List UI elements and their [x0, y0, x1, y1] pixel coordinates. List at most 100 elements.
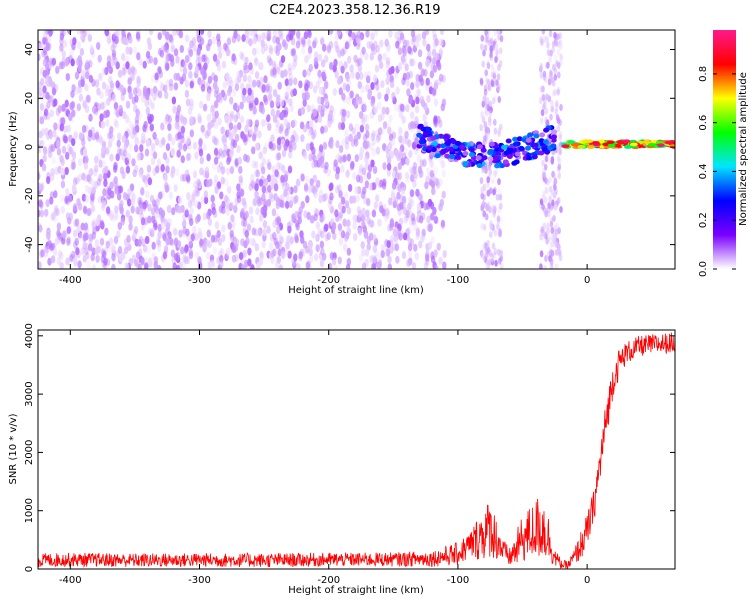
spectrogram-cell — [442, 250, 447, 258]
spectrogram-cell — [90, 192, 95, 201]
spectrogram-cell — [270, 194, 275, 203]
spectrogram-cell — [420, 68, 425, 77]
spectrogram-cell — [101, 159, 106, 168]
spectrogram-cell — [371, 137, 376, 146]
spectrogram-cell — [297, 211, 302, 220]
spectrogram-cell — [124, 141, 129, 150]
spectrogram-cell — [293, 77, 298, 86]
spectrogram-cell — [370, 43, 376, 52]
spectrogram-cell — [405, 71, 411, 80]
spectrogram-cell — [83, 222, 89, 231]
spectrogram-cell — [45, 92, 50, 100]
spectrogram-cell — [539, 36, 543, 44]
spectrogram-cell — [380, 80, 385, 89]
spectrogram-cell — [113, 118, 118, 127]
spectrogram-cell — [47, 150, 53, 159]
spectrogram-cell — [233, 205, 238, 213]
spectrogram-cell — [354, 154, 359, 163]
spectrogram-cell — [439, 30, 445, 36]
spectrogram-cell — [225, 48, 230, 57]
spectrogram-cell — [94, 155, 99, 164]
spectrogram-cell — [180, 125, 186, 134]
spectrogram-cell — [42, 85, 47, 94]
spectrogram-cell — [210, 104, 215, 113]
spectrogram-cell — [341, 92, 346, 101]
spectrogram-cell — [385, 247, 390, 255]
spectrogram-cell — [174, 253, 179, 262]
spectrogram-cell — [69, 254, 74, 263]
spectrogram-cell — [493, 248, 498, 255]
spectrogram-cell — [344, 129, 349, 138]
spectrogram-cell — [393, 234, 398, 243]
spectrogram-cell — [303, 184, 309, 193]
spectrogram-cell — [179, 45, 184, 53]
spectrogram-cell — [225, 208, 230, 217]
spectrogram-cell — [357, 81, 362, 89]
spectrogram-cell — [132, 126, 137, 135]
spectrogram-cell — [165, 237, 170, 246]
spectrogram-cell — [377, 91, 382, 100]
spectrogram-cell — [323, 192, 328, 201]
spectrogram-cell — [306, 104, 311, 113]
spectrogram-cell — [414, 39, 420, 48]
spectrogram-cell — [498, 47, 503, 55]
spectrogram-cell — [190, 193, 195, 202]
spectrogram-cell — [179, 114, 184, 123]
spectrogram-cell — [335, 45, 340, 54]
spectrogram-cell — [315, 221, 321, 230]
spectrogram-cell — [163, 174, 168, 183]
spectrogram-cell — [153, 219, 158, 228]
spectrogram-cell — [526, 155, 532, 161]
spectrogram-cell — [305, 195, 310, 204]
snr-y-label: SNR (10 * v/v) — [8, 413, 19, 484]
spectrogram-cell — [525, 145, 531, 151]
spectrogram-cell — [149, 229, 155, 238]
spectrogram-cell — [490, 56, 494, 63]
spectrogram-cell — [414, 105, 420, 114]
spectrogram-cell — [380, 244, 385, 253]
spectrogram-cell — [98, 72, 103, 81]
spectrogram-cell — [550, 226, 555, 234]
spectrogram-cell — [268, 141, 273, 150]
spectrogram-cell — [429, 70, 435, 79]
spectrogram-cell — [365, 84, 370, 93]
spectrogram-cell — [144, 179, 149, 188]
spectrogram-cell — [60, 61, 66, 70]
spectrogram-cell — [50, 168, 55, 176]
spectrogram-cell — [288, 150, 293, 159]
spectrogram-cell — [343, 61, 348, 70]
spectrogram-cell — [361, 207, 366, 216]
spectrogram-cell — [307, 45, 313, 54]
spectrogram-cell — [270, 256, 275, 264]
spectrogram-cell — [154, 137, 160, 146]
spectrogram-cell — [189, 40, 194, 49]
spectrogram-cell — [51, 57, 57, 66]
spectrogram-cell — [74, 237, 80, 246]
spectrogram-cell — [483, 121, 488, 129]
spectrogram-cell — [71, 151, 77, 160]
spectrogram-cell — [371, 148, 376, 156]
spectrogram-cell — [454, 140, 461, 146]
spectrogram-cell — [77, 158, 83, 167]
spectrogram-cell — [207, 75, 213, 84]
spectrogram-cell — [236, 195, 242, 203]
spectrogram-cell — [381, 181, 387, 190]
spectrogram-cell — [357, 227, 362, 236]
spectrogram-cell — [74, 71, 80, 80]
spectrogram-cell — [53, 214, 58, 223]
spectrogram-cell — [489, 187, 493, 195]
spectrogram-cell — [232, 140, 238, 148]
spectrogram-cell — [56, 229, 61, 238]
spectrogram-cell — [374, 64, 380, 73]
spectrogram-cell — [494, 259, 498, 267]
spectrogram-cell — [391, 181, 397, 190]
spectrogram-cell — [202, 244, 207, 253]
spectrogram-cell — [380, 250, 385, 259]
spectrogram-cell — [542, 222, 546, 230]
spectrogram-cell — [283, 174, 288, 183]
spectrogram-cell — [268, 58, 273, 67]
spectrogram-cell — [127, 77, 132, 86]
spectrogram-cell — [268, 44, 273, 53]
spectrogram-cell — [586, 145, 595, 149]
spectrogram-cell — [443, 133, 450, 139]
